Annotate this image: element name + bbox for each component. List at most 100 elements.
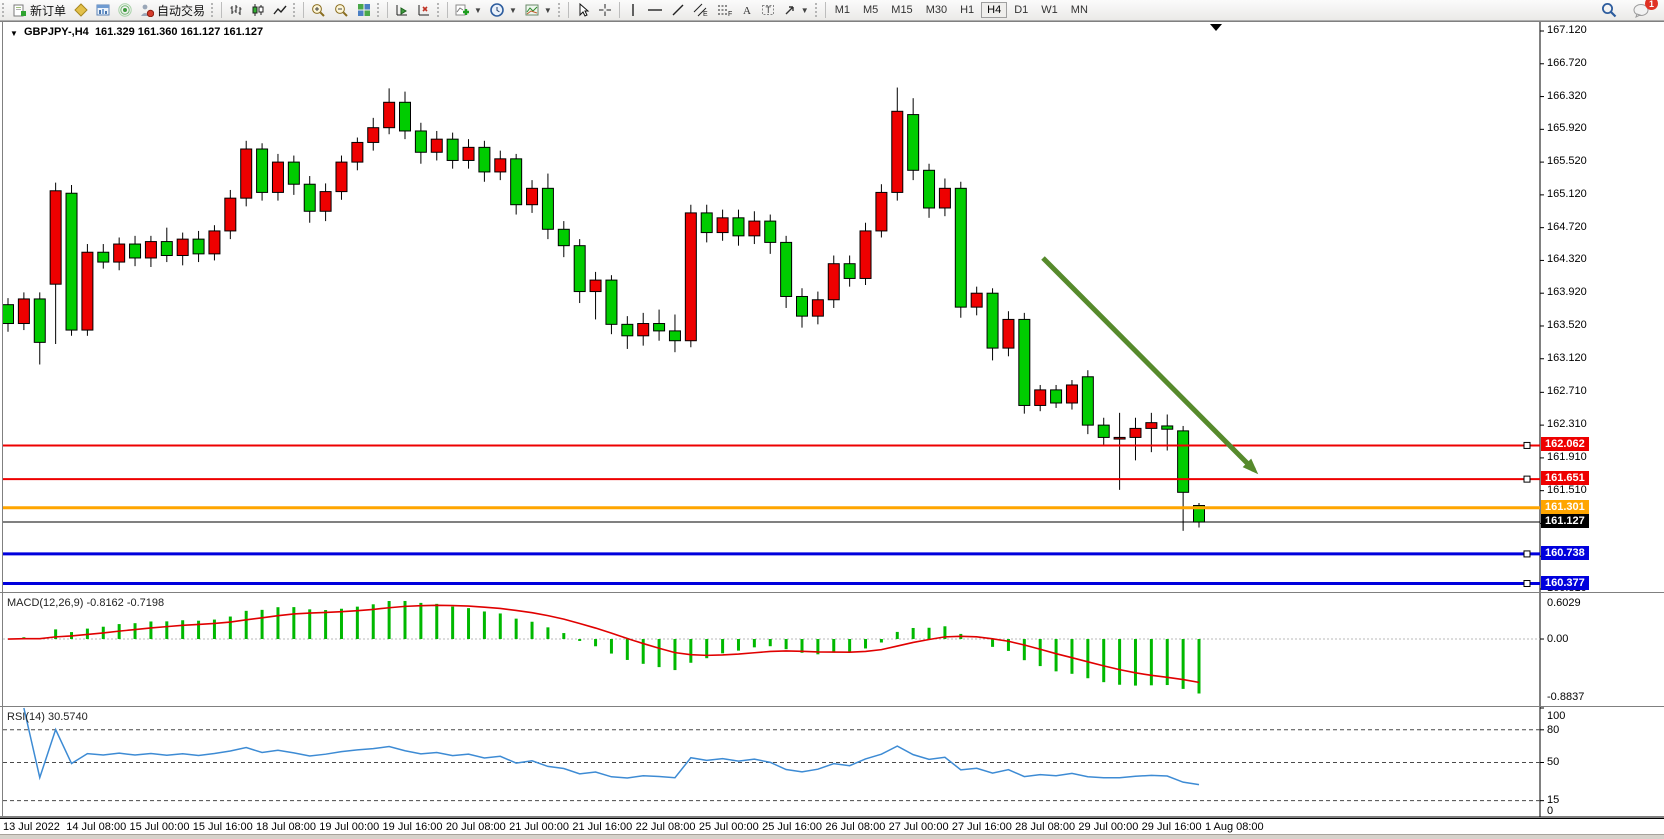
level-line-handle[interactable] — [1523, 441, 1531, 449]
horizontal-line-tool-button[interactable] — [643, 1, 667, 19]
toolbar-grip[interactable] — [557, 3, 563, 17]
candle-body — [192, 238, 205, 255]
toolbar-grip[interactable] — [2, 3, 7, 17]
timeframe-button-m15[interactable]: M15 — [885, 2, 918, 18]
chevron-down-icon: ▼ — [474, 5, 482, 15]
toolbar-grip[interactable] — [211, 3, 216, 17]
timeframe-button-m1[interactable]: M1 — [829, 2, 856, 18]
sound-alert-icon — [74, 3, 88, 17]
time-axis-strip[interactable] — [0, 818, 1664, 835]
candle-body — [399, 101, 411, 132]
add-indicator-button[interactable]: ▼ — [451, 1, 486, 19]
cursor-tool-button[interactable] — [572, 1, 594, 19]
candle-body — [637, 323, 650, 337]
auto-trading-button[interactable]: 自动交易 — [136, 1, 209, 19]
price-axis-tick-label: 160.710 — [1547, 549, 1587, 562]
chart-template-button[interactable]: ▼ — [521, 1, 556, 19]
toolbar-grip[interactable] — [293, 3, 298, 17]
auto-scroll-button[interactable] — [391, 1, 413, 19]
price-axis-tick-label: 161.910 — [1547, 450, 1587, 463]
candle-body — [557, 228, 570, 247]
toolbar-grip[interactable] — [377, 3, 382, 17]
candle-body — [526, 187, 539, 206]
add-indicator-icon — [455, 4, 470, 16]
chart-shift-button[interactable] — [413, 1, 435, 19]
candle-body — [1002, 318, 1015, 349]
window-bottom-edge — [0, 834, 1664, 839]
candle-body — [97, 251, 110, 263]
candle-body — [81, 251, 94, 331]
rsi-pane-separator[interactable] — [0, 706, 1664, 707]
trend-arrow-line[interactable] — [1041, 256, 1256, 472]
candle-body — [303, 183, 316, 212]
zoom-in-button[interactable] — [307, 1, 330, 19]
search-button[interactable] — [1597, 1, 1621, 19]
timeframe-button-d1[interactable]: D1 — [1008, 2, 1034, 18]
candle-body — [335, 161, 348, 193]
candle-body — [668, 330, 681, 342]
candlestick-chart-button[interactable] — [247, 1, 269, 19]
candle-body — [367, 127, 380, 143]
level-line-handle[interactable] — [1523, 475, 1531, 483]
arrows-tool-icon — [785, 6, 794, 15]
timeframe-button-mn[interactable]: MN — [1065, 2, 1094, 18]
toolbar-grip[interactable] — [814, 3, 820, 17]
bar-chart-button[interactable] — [225, 1, 247, 19]
auto-trading-label: 自动交易 — [157, 3, 206, 18]
timeframe-button-w1[interactable]: W1 — [1035, 2, 1064, 18]
candles-layer — [2, 87, 1205, 531]
notifications-button[interactable]: 1 — [1629, 0, 1658, 19]
level-line-handle[interactable] — [1523, 580, 1531, 588]
crosshair-tool-button[interactable] — [594, 1, 616, 19]
rsi-axis-label: 80 — [1547, 724, 1560, 736]
chart-shift-marker-icon[interactable] — [1210, 24, 1222, 31]
price-axis-tick-label: 164.720 — [1547, 220, 1587, 233]
trendline-tool-button[interactable] — [667, 1, 689, 19]
price-axis-tick-label: 163.920 — [1547, 286, 1587, 299]
macd-signal-line — [7, 604, 1200, 684]
periods-clock-button[interactable]: ▼ — [486, 1, 521, 19]
tile-windows-button[interactable] — [353, 1, 375, 19]
candle-body — [986, 292, 999, 349]
timeframe-button-m5[interactable]: M5 — [857, 2, 884, 18]
trend-arrow-head[interactable] — [1242, 458, 1259, 475]
price-level-label: 161.651 — [1541, 471, 1589, 486]
sound-alert-button[interactable] — [70, 1, 92, 19]
candle-body — [113, 243, 126, 263]
level-line-handle[interactable] — [1523, 550, 1531, 558]
bar-chart-icon — [230, 5, 242, 15]
signals-button[interactable] — [114, 1, 136, 19]
macd-pane-separator[interactable] — [0, 592, 1664, 593]
chart-menu-marker-icon[interactable]: ▼ — [10, 29, 18, 38]
timeframe-button-m30[interactable]: M30 — [920, 2, 953, 18]
market-depth-button[interactable] — [92, 1, 114, 19]
new-order-button[interactable]: 新订单 — [9, 1, 70, 19]
timeframe-button-h4[interactable]: H4 — [981, 2, 1008, 18]
auto-trading-icon — [141, 4, 155, 17]
candle-body — [1161, 425, 1174, 430]
line-chart-button[interactable] — [269, 1, 291, 19]
chevron-down-icon: ▼ — [543, 5, 552, 15]
new-order-icon — [13, 4, 26, 17]
candle-body — [271, 161, 284, 193]
vertical-line-tool-button[interactable] — [623, 1, 643, 19]
text-tool-button[interactable]: A — [737, 1, 757, 19]
chart-window-top-border — [0, 21, 1664, 22]
candle-body — [208, 230, 221, 255]
fibonacci-icon: F — [717, 5, 732, 17]
fibonacci-tool-button[interactable]: F — [713, 1, 737, 19]
candle-body — [33, 298, 46, 343]
arrows-tool-button[interactable]: ▼ — [779, 1, 813, 19]
price-level-label: 160.738 — [1541, 545, 1589, 560]
candle-body — [414, 130, 427, 153]
price-axis-tick-label: 165.920 — [1547, 122, 1587, 135]
price-axis-tick-label: 162.710 — [1547, 385, 1587, 398]
candle-body — [700, 212, 713, 234]
toolbar-grip[interactable] — [437, 3, 442, 17]
equidistant-channel-tool-button[interactable]: E — [689, 1, 713, 19]
text-label-tool-button[interactable]: T — [757, 1, 779, 19]
zoom-out-button[interactable] — [330, 1, 353, 19]
timeframe-button-h1[interactable]: H1 — [954, 2, 980, 18]
